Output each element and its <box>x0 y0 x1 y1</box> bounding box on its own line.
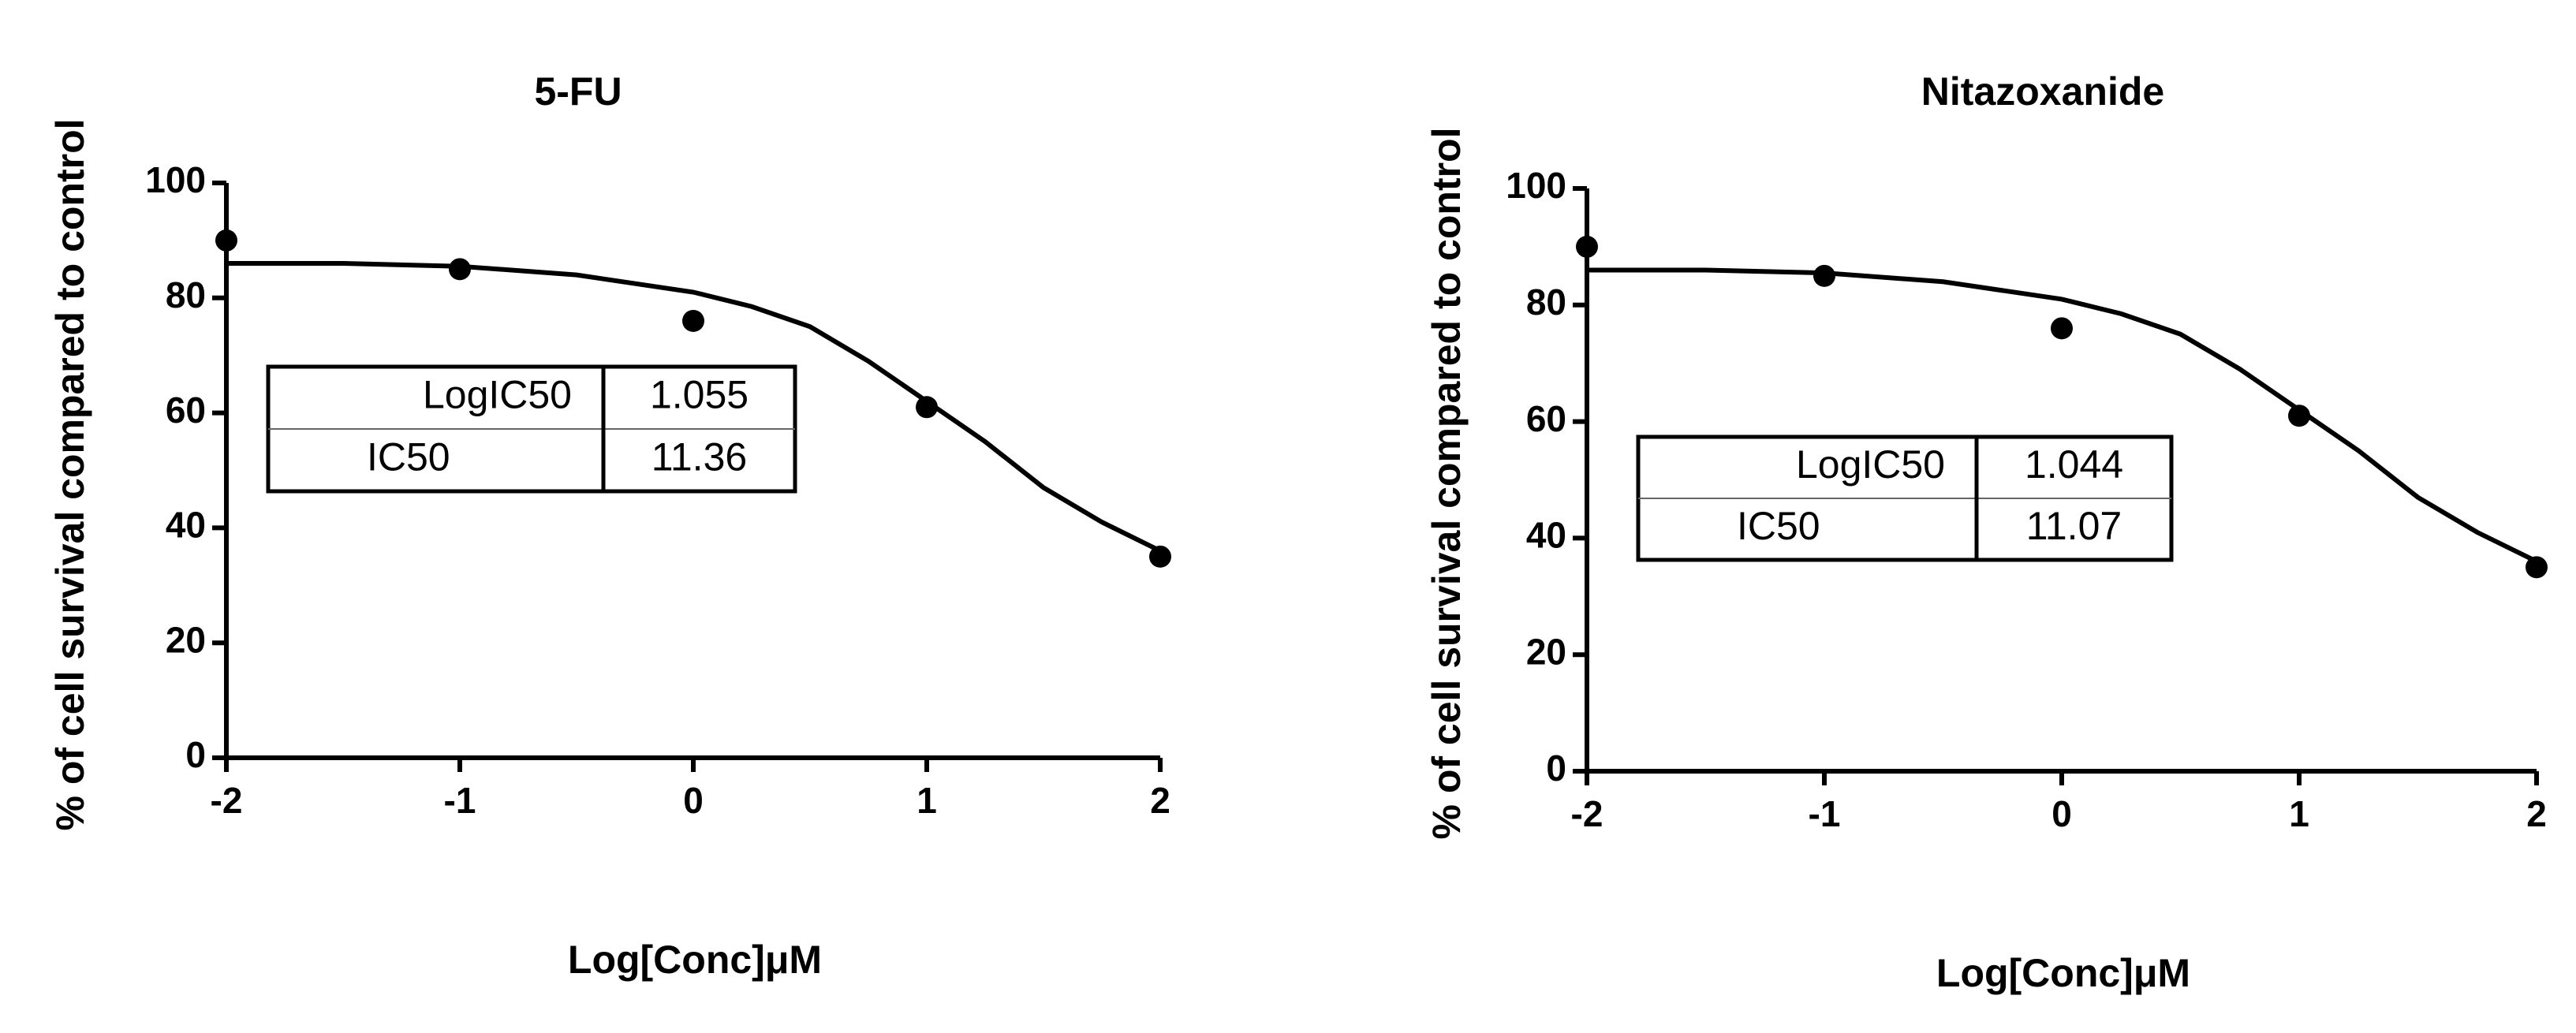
data-point <box>215 229 237 252</box>
table-cell: IC50 <box>1737 504 1820 548</box>
fit-curve <box>1587 267 2538 564</box>
x-tick-label: -2 <box>211 780 243 821</box>
chart-title: Nitazoxanide <box>1921 69 2164 114</box>
table-cell: 11.36 <box>651 435 747 479</box>
table-cell: IC50 <box>367 435 450 479</box>
y-tick-label: 0 <box>1546 748 1566 789</box>
x-tick-label: -1 <box>444 780 476 821</box>
fit-curve <box>226 261 1162 554</box>
x-tick-label: -1 <box>1809 793 1841 834</box>
x-tick-label: 1 <box>917 780 937 821</box>
x-tick-label: 0 <box>2051 793 2072 834</box>
data-point <box>2526 556 2548 579</box>
x-tick-label: 2 <box>2526 793 2547 834</box>
data-point <box>682 309 704 332</box>
y-tick-label: 20 <box>166 619 206 660</box>
table-cell: 1.044 <box>2025 442 2123 487</box>
y-tick-label: 80 <box>166 274 206 315</box>
y-tick-label: 100 <box>145 159 206 200</box>
data-point <box>449 258 471 281</box>
x-tick-label: -2 <box>1571 793 1603 834</box>
data-point <box>1813 264 1835 287</box>
y-tick-label: 80 <box>1526 282 1566 323</box>
y-tick-label: 0 <box>185 734 206 775</box>
table-cell: 1.055 <box>650 373 749 417</box>
x-tick-label: 1 <box>2289 793 2309 834</box>
y-tick-label: 60 <box>166 390 206 431</box>
y-tick-label: 100 <box>1506 165 1566 206</box>
x-axis-label: Log[Conc]μM <box>568 938 822 982</box>
chart-title: 5-FU <box>534 69 622 114</box>
x-tick-label: 0 <box>683 780 704 821</box>
table-cell: LogIC50 <box>1796 442 1945 487</box>
data-point <box>2288 405 2310 427</box>
data-point <box>2051 317 2073 340</box>
y-tick-label: 60 <box>1526 398 1566 439</box>
data-point <box>1149 545 1171 568</box>
data-point <box>1576 235 1598 258</box>
table-cell: 11.07 <box>2026 504 2122 548</box>
table-cell: LogIC50 <box>423 373 572 417</box>
y-tick-label: 20 <box>1526 631 1566 672</box>
data-point <box>916 396 938 419</box>
x-axis-label: Log[Conc]μM <box>1936 951 2190 995</box>
y-axis-label: % of cell survival compared to control <box>48 118 92 830</box>
x-tick-label: 2 <box>1150 780 1170 821</box>
y-axis-label: % of cell survival compared to control <box>1424 127 1469 839</box>
y-tick-label: 40 <box>1526 515 1566 556</box>
y-tick-label: 40 <box>166 505 206 546</box>
